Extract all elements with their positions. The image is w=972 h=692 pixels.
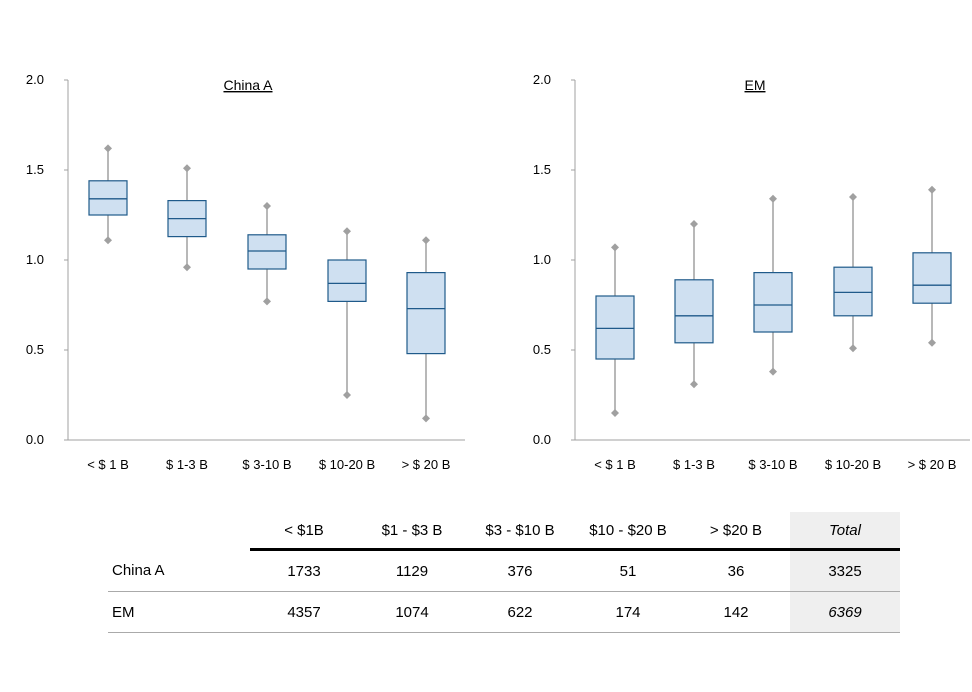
box-iqr xyxy=(327,259,367,303)
table-row-label: EM xyxy=(108,591,250,633)
max-marker xyxy=(263,202,271,210)
box-iqr xyxy=(753,272,793,333)
y-tick-label: 1.0 xyxy=(533,252,551,267)
max-marker xyxy=(769,194,777,203)
box-iqr xyxy=(406,272,446,355)
table-cell: 1733 xyxy=(250,549,358,592)
x-category-label: $ 3-10 B xyxy=(242,457,291,472)
min-marker xyxy=(183,263,191,272)
y-tick-label: 1.5 xyxy=(533,162,551,177)
table-header-cell: $1 - $3 B xyxy=(358,512,466,551)
max-marker xyxy=(611,243,619,252)
min-marker xyxy=(611,409,619,417)
table-cell: 1074 xyxy=(358,591,466,633)
x-category-label: $ 10-20 B xyxy=(825,457,881,472)
y-tick-label: 0.5 xyxy=(533,342,551,357)
y-tick-label: 2.0 xyxy=(26,72,44,87)
max-marker xyxy=(849,193,857,201)
x-category-label: < $ 1 B xyxy=(87,457,129,472)
table-header-cell: > $20 B xyxy=(682,512,790,551)
table-cell: 142 xyxy=(682,591,790,633)
x-category-label: $ 1-3 B xyxy=(673,457,715,472)
table-row: China A 1733 1129 376 51 36 3325 xyxy=(108,549,900,592)
x-category-label: $ 10-20 B xyxy=(319,457,375,472)
min-marker xyxy=(343,391,351,399)
max-marker xyxy=(422,236,430,245)
x-category-label: < $ 1 B xyxy=(594,457,636,472)
panel-title: China A xyxy=(223,77,273,93)
y-tick-label: 1.0 xyxy=(26,252,44,267)
table-header-cell: < $1B xyxy=(250,512,358,551)
min-marker xyxy=(769,367,777,376)
y-tick-label: 0.0 xyxy=(533,432,551,447)
table-header-row: < $1B $1 - $3 B $3 - $10 B $10 - $20 B >… xyxy=(108,512,900,551)
box-iqr xyxy=(912,252,952,304)
table-cell: 51 xyxy=(574,549,682,592)
panel-title: EM xyxy=(745,77,766,93)
table-row: EM 4357 1074 622 174 142 6369 xyxy=(108,591,900,633)
box-iqr xyxy=(247,234,287,270)
table-total-cell: 3325 xyxy=(790,549,900,592)
box-plot-figure: 0.0 0.5 1.0 1.5 2.0 China A < $ 1 B $ 1-3 B $ 3-… xyxy=(26,72,970,472)
max-marker xyxy=(690,220,698,228)
x-category-label: > $ 20 B xyxy=(402,457,451,472)
table-total-cell: 6369 xyxy=(790,591,900,633)
max-marker xyxy=(104,144,112,153)
box-iqr xyxy=(88,180,128,216)
table-cell: 1129 xyxy=(358,549,466,592)
y-tick-label: 2.0 xyxy=(533,72,551,87)
min-marker xyxy=(263,297,271,306)
table-cell: 36 xyxy=(682,549,790,592)
table-cell: 174 xyxy=(574,591,682,633)
min-marker xyxy=(422,414,430,423)
max-marker xyxy=(183,164,191,173)
max-marker xyxy=(928,185,936,194)
table-header-total: Total xyxy=(790,512,900,551)
y-tick-label: 1.5 xyxy=(26,162,44,177)
x-category-label: $ 1-3 B xyxy=(166,457,208,472)
x-category-label: $ 3-10 B xyxy=(748,457,797,472)
min-marker xyxy=(928,338,936,347)
min-marker xyxy=(690,380,698,389)
table-cell: 376 xyxy=(466,549,574,592)
max-marker xyxy=(343,227,351,236)
y-tick-label: 0.0 xyxy=(26,432,44,447)
y-tick-label: 0.5 xyxy=(26,342,44,357)
x-category-label: > $ 20 B xyxy=(908,457,957,472)
box-iqr xyxy=(674,279,714,344)
table-header-blank xyxy=(108,512,250,550)
table-cell: 622 xyxy=(466,591,574,633)
table-header-cell: $3 - $10 B xyxy=(466,512,574,551)
box-iqr xyxy=(833,266,873,317)
table-header-cell: $10 - $20 B xyxy=(574,512,682,551)
min-marker xyxy=(104,236,112,245)
count-table: < $1B $1 - $3 B $3 - $10 B $10 - $20 B >… xyxy=(108,512,900,633)
min-marker xyxy=(849,344,857,353)
table-cell: 4357 xyxy=(250,591,358,633)
box-iqr xyxy=(595,295,635,360)
table-row-label: China A xyxy=(108,549,250,592)
